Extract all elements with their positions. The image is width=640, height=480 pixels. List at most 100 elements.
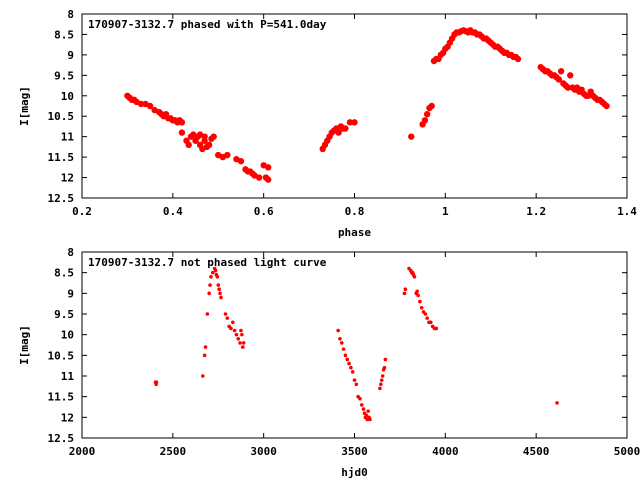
data-point <box>238 341 242 345</box>
x-tick-label: 2500 <box>160 445 187 458</box>
y-tick-label: 8 <box>67 8 74 21</box>
data-point <box>203 345 208 349</box>
phased-light-curve-panel: 0.2 0.4 0.6 0.8 1 1.2 1.4 8 8.5 9 9.5 10 10.5 11 11.5 1… <box>18 8 637 239</box>
data-point <box>567 72 574 79</box>
data-point <box>434 326 439 331</box>
y-axis-title: I[mag] <box>18 325 31 365</box>
data-point <box>178 119 186 126</box>
data-point <box>239 328 243 333</box>
x-tick-label: 0.2 <box>72 205 92 218</box>
data-point <box>217 287 221 292</box>
data-point <box>219 295 223 300</box>
data-point <box>236 337 241 341</box>
y-tick-label: 10 <box>61 329 74 342</box>
y-tick-label: 11 <box>61 131 75 144</box>
data-point <box>339 341 344 345</box>
data-point <box>211 270 215 275</box>
data-point <box>205 141 213 149</box>
data-point <box>419 306 424 310</box>
data-point <box>603 102 610 110</box>
x-tick-label: 3500 <box>341 445 368 458</box>
data-point <box>154 380 159 385</box>
data-point <box>216 283 221 287</box>
plot-title: 170907-3132.7 phased with P=541.0day <box>88 18 327 31</box>
data-point <box>416 293 420 298</box>
y-tick-label: 12.5 <box>48 192 75 205</box>
y-tick-label: 11 <box>61 370 75 383</box>
data-point <box>366 409 370 413</box>
data-point <box>346 119 354 126</box>
y-tick-label: 12.5 <box>48 432 75 445</box>
data-point <box>555 76 563 83</box>
x-tick-label: 1.2 <box>526 205 546 218</box>
data-point <box>208 283 212 287</box>
y-tick-label: 12 <box>61 172 74 185</box>
y-tick-label: 9 <box>67 287 74 300</box>
x-tick-label: 0.8 <box>345 205 365 218</box>
data-point <box>342 125 349 132</box>
data-point <box>421 117 429 124</box>
data-point <box>361 407 366 411</box>
data-point <box>557 68 565 75</box>
x-tick-label: 2000 <box>69 445 96 458</box>
data-point <box>240 345 245 349</box>
data-point <box>209 275 213 279</box>
data-point <box>423 312 428 316</box>
x-tick-label: 5000 <box>614 445 640 458</box>
x-tick-label: 0.4 <box>163 205 183 218</box>
data-point <box>213 268 218 273</box>
data-point <box>402 291 407 296</box>
data-point <box>341 347 346 351</box>
x-tick-label: 1 <box>442 205 449 218</box>
data-point <box>351 119 358 126</box>
data-point <box>423 110 431 118</box>
data-point <box>223 312 228 316</box>
data-point <box>352 378 357 382</box>
data-point <box>185 141 192 149</box>
y-tick-label: 10 <box>61 90 74 103</box>
data-point <box>425 316 429 320</box>
data-point <box>201 374 205 378</box>
data-point <box>359 403 364 407</box>
data-point <box>265 176 272 183</box>
y-tick-label: 12 <box>61 411 74 424</box>
data-point <box>514 55 522 63</box>
y-tick-label: 10.5 <box>48 110 75 123</box>
data-point <box>229 326 233 331</box>
data-point <box>230 320 235 325</box>
x-tick-label: 4000 <box>432 445 459 458</box>
data-point <box>555 401 559 405</box>
data-point <box>338 337 342 341</box>
data-point <box>343 353 348 358</box>
y-axis-title: I[mag] <box>18 86 31 126</box>
data-point <box>240 332 244 337</box>
data-point <box>202 353 207 358</box>
data-point <box>412 275 417 279</box>
plot-frame <box>81 251 628 439</box>
data-point <box>210 133 217 140</box>
data-point <box>335 129 342 136</box>
data-point <box>354 382 359 387</box>
data-point <box>201 133 208 140</box>
data-point <box>408 133 415 140</box>
data-point <box>205 312 210 316</box>
data-point <box>378 386 382 391</box>
data-point <box>418 299 422 304</box>
data-point <box>415 289 419 294</box>
data-point <box>358 396 362 401</box>
data-point <box>178 129 186 136</box>
data-point <box>234 332 239 337</box>
y-tick-label: 8.5 <box>54 267 74 280</box>
data-point <box>347 361 351 366</box>
data-point <box>265 164 272 171</box>
data-point <box>218 291 222 296</box>
x-axis-title: phase <box>338 226 371 239</box>
data-point <box>429 320 433 325</box>
x-axis-title: hjd0 <box>341 466 368 479</box>
data-point <box>379 382 383 387</box>
data-point <box>403 287 408 292</box>
data-point <box>383 357 388 362</box>
data-point <box>380 374 385 378</box>
data-point <box>241 341 246 345</box>
